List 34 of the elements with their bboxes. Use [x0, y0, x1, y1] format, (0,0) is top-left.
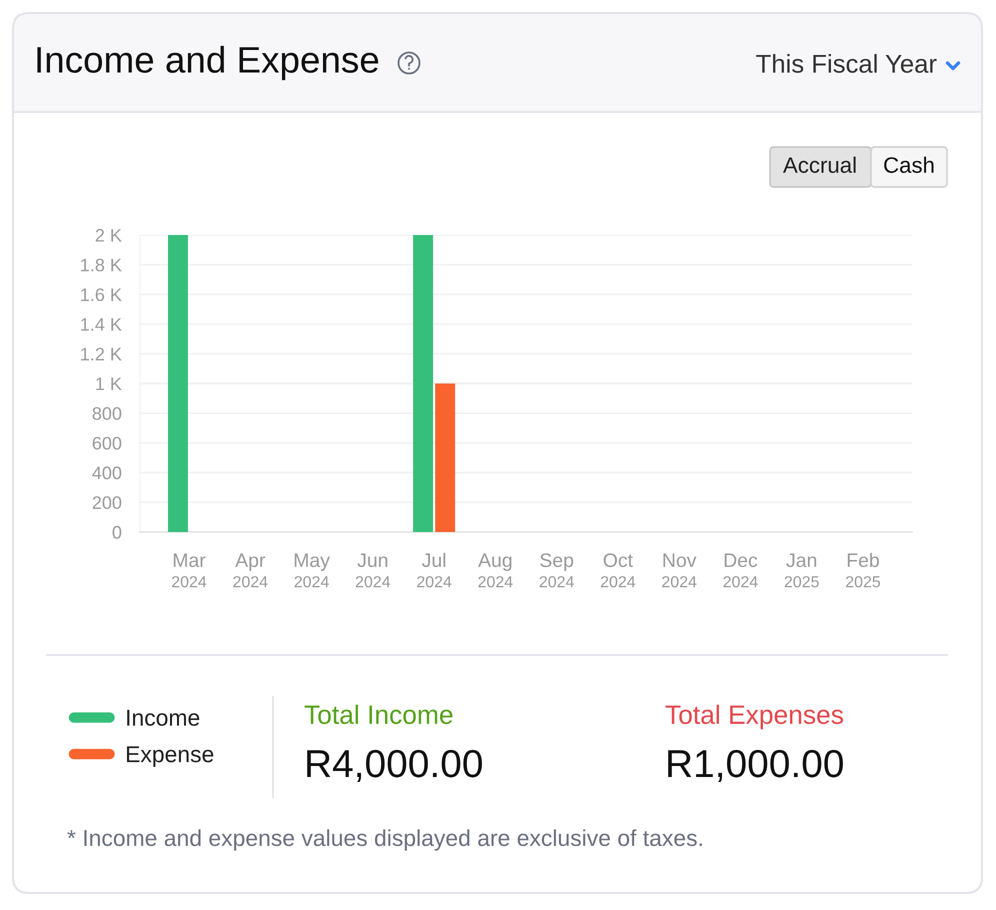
y-tick-label: 200 — [92, 496, 122, 510]
y-tick-label: 1.6 K — [81, 288, 122, 302]
y-tick-label: 0 — [112, 526, 122, 539]
category-label: Aug 2024 — [478, 554, 513, 588]
text: R1,000.00 — [668, 750, 843, 782]
category-label: Jun 2024 — [356, 554, 390, 588]
y-tick-label: 2 K — [96, 228, 122, 242]
category-label: May 2024 — [294, 554, 330, 588]
legend-label: Income — [127, 710, 200, 726]
category-label: Nov 2024 — [662, 554, 696, 588]
text: Total Expenses — [666, 704, 843, 730]
category-label: Oct 2024 — [600, 553, 636, 588]
y-tick-label: 600 — [92, 436, 122, 450]
category-label: Sep 2024 — [540, 553, 574, 588]
y-tick-label: 1.2 K — [81, 348, 122, 360]
category-label: Dec 2024 — [723, 554, 758, 588]
legend-label: Expense — [126, 746, 214, 767]
y-tick-label: 1 K — [96, 378, 122, 390]
y-tick-label: 1.8 K — [81, 258, 122, 272]
text: Accrual — [782, 156, 856, 173]
y-tick-label: 1.4 K — [81, 318, 122, 331]
text: Cash — [884, 156, 934, 173]
text: This Fiscal Year — [756, 54, 937, 73]
category-label: Feb 2025 — [846, 552, 880, 588]
text: * Income and expense values displayed are exclusive of taxes. — [67, 829, 702, 851]
category-label: Jan 2025 — [784, 554, 819, 588]
category-label: Apr 2024 — [233, 554, 268, 588]
category-label: Mar 2024 — [172, 554, 206, 588]
text: Total Income — [304, 704, 452, 724]
text: R4,000.00 — [307, 750, 482, 782]
category-label: Jul 2024 — [417, 552, 452, 588]
y-tick-label: 800 — [92, 407, 122, 420]
y-tick-label: 400 — [92, 466, 122, 480]
chart-title: Income and Expense — [37, 46, 378, 80]
